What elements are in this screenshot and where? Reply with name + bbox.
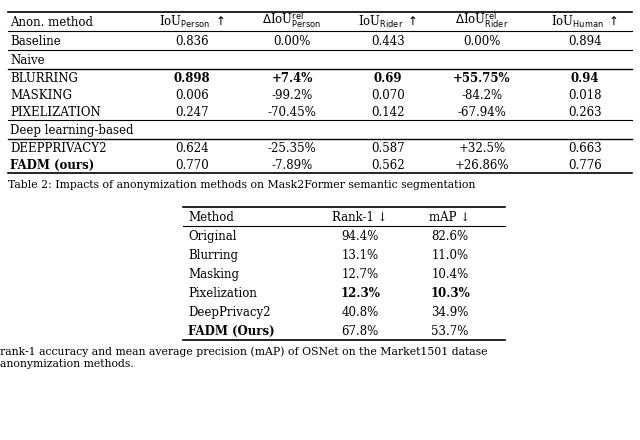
Text: Naive: Naive <box>10 54 45 66</box>
Text: 82.6%: 82.6% <box>431 230 468 242</box>
Text: -70.45%: -70.45% <box>268 106 316 118</box>
Text: Baseline: Baseline <box>10 34 61 48</box>
Text: 0.443: 0.443 <box>371 34 405 48</box>
Text: 0.663: 0.663 <box>568 142 602 154</box>
Text: 0.00%: 0.00% <box>273 34 310 48</box>
Text: 0.00%: 0.00% <box>463 34 500 48</box>
Text: Table 2: Impacts of anonymization methods on Mask2Former semantic segmentation: Table 2: Impacts of anonymization method… <box>8 180 476 190</box>
Text: BLURRING: BLURRING <box>10 72 78 84</box>
Text: 0.776: 0.776 <box>568 158 602 172</box>
Text: -84.2%: -84.2% <box>461 88 502 102</box>
Text: Pixelization: Pixelization <box>188 286 257 300</box>
Text: 53.7%: 53.7% <box>431 325 468 337</box>
Text: MASKING: MASKING <box>10 88 72 102</box>
Text: 10.4%: 10.4% <box>431 268 468 281</box>
Text: PIXELIZATION: PIXELIZATION <box>10 106 100 118</box>
Text: 34.9%: 34.9% <box>431 305 468 319</box>
Text: 12.7%: 12.7% <box>341 268 379 281</box>
Text: 40.8%: 40.8% <box>341 305 379 319</box>
Text: -25.35%: -25.35% <box>268 142 316 154</box>
Text: rank-1 accuracy and mean average precision (mAP) of OSNet on the Market1501 data: rank-1 accuracy and mean average precisi… <box>0 347 488 357</box>
Text: IoU$_{\rm Human}$ $\uparrow$: IoU$_{\rm Human}$ $\uparrow$ <box>552 14 619 30</box>
Text: 12.3%: 12.3% <box>340 286 380 300</box>
Text: $\Delta$IoU$^{\rm rel}_{\rm Person}$: $\Delta$IoU$^{\rm rel}_{\rm Person}$ <box>262 11 321 30</box>
Text: Deep learning-based: Deep learning-based <box>10 124 134 136</box>
Text: 0.247: 0.247 <box>175 106 209 118</box>
Text: Anon. method: Anon. method <box>10 15 93 29</box>
Text: 11.0%: 11.0% <box>431 249 468 261</box>
Text: 0.94: 0.94 <box>571 72 599 84</box>
Text: Blurring: Blurring <box>188 249 238 261</box>
Text: Rank-1 ↓: Rank-1 ↓ <box>332 210 388 224</box>
Text: 0.898: 0.898 <box>173 72 211 84</box>
Text: 13.1%: 13.1% <box>341 249 379 261</box>
Text: +55.75%: +55.75% <box>453 72 511 84</box>
Text: -67.94%: -67.94% <box>458 106 506 118</box>
Text: Method: Method <box>188 210 234 224</box>
Text: 0.894: 0.894 <box>568 34 602 48</box>
Text: -7.89%: -7.89% <box>271 158 312 172</box>
Text: 94.4%: 94.4% <box>341 230 379 242</box>
Text: +32.5%: +32.5% <box>458 142 506 154</box>
Text: 0.836: 0.836 <box>175 34 209 48</box>
Text: 0.624: 0.624 <box>175 142 209 154</box>
Text: 0.69: 0.69 <box>374 72 403 84</box>
Text: DEEPPRIVACY2: DEEPPRIVACY2 <box>10 142 106 154</box>
Text: IoU$_{\rm Person}$ $\uparrow$: IoU$_{\rm Person}$ $\uparrow$ <box>159 14 225 30</box>
Text: +7.4%: +7.4% <box>271 72 313 84</box>
Text: 0.263: 0.263 <box>568 106 602 118</box>
Text: anonymization methods.: anonymization methods. <box>0 359 134 369</box>
Text: FADM (ours): FADM (ours) <box>10 158 94 172</box>
Text: 10.3%: 10.3% <box>430 286 470 300</box>
Text: 0.142: 0.142 <box>371 106 404 118</box>
Text: 0.770: 0.770 <box>175 158 209 172</box>
Text: 0.070: 0.070 <box>371 88 405 102</box>
Text: 0.018: 0.018 <box>568 88 602 102</box>
Text: 67.8%: 67.8% <box>341 325 379 337</box>
Text: DeepPrivacy2: DeepPrivacy2 <box>188 305 271 319</box>
Text: +26.86%: +26.86% <box>455 158 509 172</box>
Text: 0.006: 0.006 <box>175 88 209 102</box>
Text: 0.562: 0.562 <box>371 158 405 172</box>
Text: 0.587: 0.587 <box>371 142 405 154</box>
Text: $\Delta$IoU$^{\rm rel}_{\rm Rider}$: $\Delta$IoU$^{\rm rel}_{\rm Rider}$ <box>455 11 509 30</box>
Text: Masking: Masking <box>188 268 239 281</box>
Text: IoU$_{\rm Rider}$ $\uparrow$: IoU$_{\rm Rider}$ $\uparrow$ <box>358 14 417 30</box>
Text: FADM (Ours): FADM (Ours) <box>188 325 275 337</box>
Text: Original: Original <box>188 230 237 242</box>
Text: mAP ↓: mAP ↓ <box>429 210 470 224</box>
Text: -99.2%: -99.2% <box>271 88 312 102</box>
